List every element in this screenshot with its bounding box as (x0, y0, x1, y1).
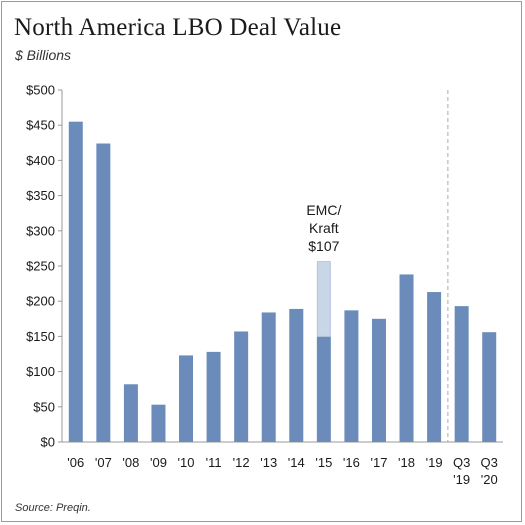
x-tick-label: '11 (206, 455, 222, 470)
y-tick-label: $250 (26, 259, 55, 274)
chart-subtitle: $ Billions (15, 47, 72, 63)
x-axis: '06 '07 '08 '09 '10 '11 '12 '13 '14 '15 '16 '17 '18 '… (67, 455, 498, 487)
bar (123, 384, 138, 442)
source-note: Source: Preqin. (15, 502, 91, 514)
bar (399, 274, 414, 442)
annotation-label: EMC/Kraft $107 (306, 202, 341, 254)
x-tick-label: '09 (150, 455, 167, 470)
y-tick-label: $450 (26, 118, 55, 133)
bar (289, 308, 304, 442)
bar (96, 143, 111, 442)
x-tick-label: Q3'19 (453, 455, 470, 487)
x-tick-label: '10 (178, 455, 195, 470)
bar (261, 312, 276, 442)
bar-highlight-segment (316, 261, 331, 337)
bar (68, 121, 83, 443)
bars (68, 90, 497, 443)
y-tick-label: $400 (26, 153, 55, 168)
x-tick-label: '06 (67, 455, 84, 470)
y-tick-label: $150 (26, 329, 55, 344)
bar (344, 310, 359, 442)
bar (371, 318, 386, 442)
x-tick-label: '14 (288, 455, 305, 470)
x-tick-label: '19 (426, 455, 443, 470)
y-tick-label: $300 (26, 223, 55, 238)
x-tick-label: '13 (260, 455, 277, 470)
bar (151, 404, 166, 442)
y-tick-label: $50 (33, 399, 55, 414)
y-tick-label: $200 (26, 294, 55, 309)
bar (454, 306, 469, 442)
x-tick-label: '07 (95, 455, 112, 470)
bar (427, 292, 442, 442)
x-tick-label: '17 (370, 455, 387, 470)
x-tick-label: '16 (343, 455, 360, 470)
bar (234, 331, 249, 442)
y-tick-label: $100 (26, 364, 55, 379)
x-tick-label: '12 (233, 455, 250, 470)
x-tick-label: '15 (315, 455, 332, 470)
bar (179, 355, 194, 442)
chart-title: North America LBO Deal Value (14, 14, 342, 41)
bar (206, 351, 221, 442)
x-tick-label: '18 (398, 455, 415, 470)
y-tick-label: $350 (26, 188, 55, 203)
bar (316, 336, 331, 442)
x-tick-label: Q3'20 (481, 455, 498, 487)
x-tick-label: '08 (122, 455, 139, 470)
y-tick-label: $500 (26, 83, 55, 98)
annotation: EMC/Kraft $107 (306, 202, 341, 254)
bar (482, 332, 497, 442)
y-tick-label: $0 (41, 435, 55, 450)
